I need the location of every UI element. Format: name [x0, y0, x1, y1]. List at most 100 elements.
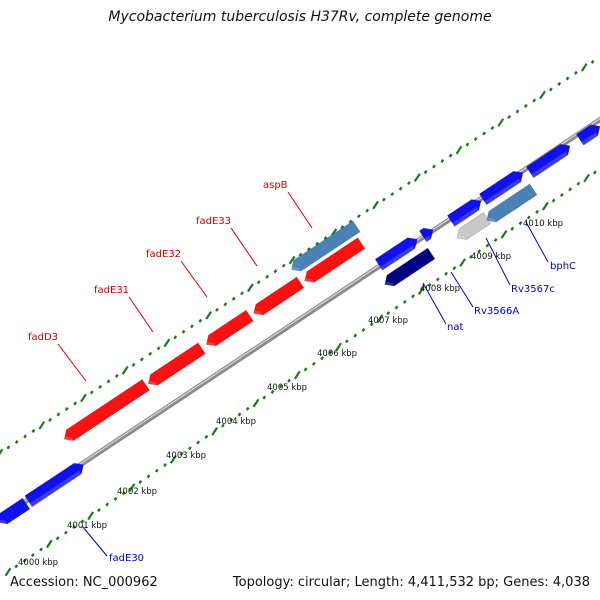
gene-fadE32	[204, 309, 254, 347]
upper-scale-minor-tick	[98, 384, 103, 389]
gene-aspB-highlight	[302, 277, 315, 283]
upper-scale-minor-tick	[265, 274, 269, 279]
upper-scale-minor-tick	[523, 103, 528, 108]
upper-scale-minor-tick	[48, 417, 52, 422]
scale-label-7: 4007 kbp	[368, 316, 408, 326]
lower-scale-minor-tick	[80, 519, 85, 524]
gene-label-leader-1	[230, 227, 258, 267]
gene-nat-highlight	[382, 281, 395, 286]
lower-scale-minor-tick	[179, 451, 184, 456]
gene-bphC-b-highlight	[531, 151, 568, 178]
gene-features	[0, 124, 600, 525]
lower-scale-minor-tick	[444, 271, 448, 276]
lower-scale-major-tick	[4, 567, 12, 577]
gene-Rv3567c	[484, 183, 538, 223]
lower-scale-minor-tick	[278, 384, 283, 389]
upper-scale-minor-tick	[231, 296, 236, 301]
lower-scale-minor-tick	[154, 468, 159, 473]
scale-label-5: 4005 kbp	[267, 383, 307, 393]
lower-scale-minor-tick	[287, 378, 291, 383]
gene-bphC-b	[525, 143, 571, 179]
gene-Rv3567c-grey-body	[456, 212, 492, 240]
lower-scale-major-tick	[417, 286, 425, 296]
genome-summary-text: Topology: circular; Length: 4,411,532 bp…	[232, 575, 590, 590]
lower-scale-minor-tick	[105, 502, 110, 507]
gene-nat-body	[384, 247, 436, 287]
upper-scale-minor-tick	[548, 87, 553, 92]
lower-scale-major-tick	[87, 511, 95, 521]
lower-scale-minor-tick	[394, 305, 399, 310]
lower-scale-major-tick	[459, 258, 467, 267]
upper-scale-major-tick	[205, 310, 213, 320]
lower-scale-minor-tick	[320, 356, 324, 361]
lower-scale-minor-tick	[518, 221, 523, 226]
gene-fadE31-body	[147, 342, 206, 386]
lower-scale-minor-tick	[113, 496, 118, 501]
lower-scale-minor-tick	[402, 299, 407, 304]
gene-fadE30-body	[24, 462, 84, 508]
gene-fadE30-left-highlight	[0, 519, 8, 524]
gene-labels: aspB fadE33 fadE32 fadE31 fadD3 fadE30 nat Rv35…	[28, 180, 576, 564]
scale-label-1: 4001 kbp	[67, 521, 107, 531]
lower-scale-minor-tick	[576, 181, 581, 186]
lower-scale-minor-tick	[72, 525, 77, 529]
lower-scale-minor-tick	[270, 389, 275, 394]
lower-scale-major-tick	[211, 426, 219, 436]
upper-scale-minor-tick	[140, 357, 144, 362]
upper-scale-minor-tick	[106, 379, 111, 384]
gene-label-4: fadD3	[28, 332, 58, 343]
upper-scale-major-tick	[455, 145, 463, 155]
lower-scale-minor-tick	[245, 406, 250, 411]
lower-scale-minor-tick	[138, 479, 143, 484]
gene-cluster-a	[374, 237, 418, 271]
upper-scale-minor-tick	[323, 236, 328, 241]
upper-scale-minor-tick	[173, 335, 178, 340]
lower-scale-minor-tick	[204, 434, 209, 439]
lower-scale-minor-tick	[328, 350, 333, 355]
lower-scale-major-tick	[45, 539, 53, 549]
lower-scale-minor-tick	[510, 226, 515, 231]
lower-scale-minor-tick	[452, 266, 457, 271]
upper-scale-minor-tick	[532, 98, 537, 103]
gene-label-leader-9	[525, 221, 549, 263]
gene-label-leader-8	[485, 237, 511, 286]
scale-label-10: 4010 kbp	[523, 219, 563, 229]
accession-text: Accession: NC_000962	[10, 575, 158, 590]
upper-scale-minor-tick	[73, 401, 77, 406]
lower-scale-minor-tick	[187, 446, 192, 451]
gene-aspB	[302, 237, 366, 283]
gene-aspB-body	[304, 237, 366, 283]
gene-fadE30-highlight	[29, 470, 82, 507]
lower-scale-minor-tick	[63, 530, 68, 535]
gene-fadE32-body	[205, 309, 254, 347]
upper-scale-minor-tick	[240, 291, 244, 296]
upper-scale-minor-tick	[390, 192, 395, 197]
gene-label-8: Rv3567c	[511, 284, 555, 295]
upper-scale-minor-tick	[357, 214, 361, 219]
lower-scale-minor-tick	[196, 440, 200, 445]
lower-scale-minor-tick	[163, 463, 167, 468]
lower-scale-minor-tick	[535, 209, 539, 214]
gene-cluster-b	[418, 227, 434, 243]
lower-scale-minor-tick	[435, 277, 440, 282]
gene-Rv3566A-highlight	[452, 207, 479, 227]
gene-label-leader-4	[57, 343, 87, 382]
upper-scale-minor-tick	[365, 208, 370, 213]
gene-label-7: Rv3566A	[474, 306, 519, 317]
lower-scale-minor-tick	[311, 361, 316, 366]
upper-scale-minor-tick	[31, 428, 36, 433]
lower-scale-minor-tick	[493, 238, 498, 242]
gene-label-leader-0	[287, 191, 313, 229]
upper-scale-minor-tick	[23, 434, 27, 439]
lower-scale-minor-tick	[22, 558, 27, 563]
scale-label-3: 4003 kbp	[166, 451, 206, 461]
scale-ticks	[0, 59, 597, 577]
upper-scale-major-tick	[163, 338, 171, 348]
lower-scale-minor-tick	[568, 187, 572, 192]
gene-fadD3	[62, 379, 150, 441]
lower-scale-minor-tick	[146, 474, 151, 479]
gene-fadE33	[251, 276, 305, 316]
upper-scale-minor-tick	[465, 142, 470, 147]
lower-scale-major-tick	[500, 229, 508, 239]
